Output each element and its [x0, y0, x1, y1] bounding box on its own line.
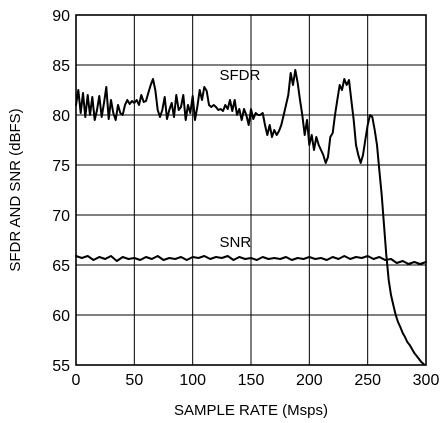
y-tick-label: 75 — [52, 158, 70, 175]
x-tick-label: 200 — [296, 372, 323, 389]
plot-frame — [75, 14, 427, 366]
annotation-sfdr: SFDR — [220, 67, 261, 84]
x-tick-label: 300 — [413, 372, 440, 389]
annotations: SFDR SNR — [220, 67, 261, 251]
y-tick-labels: 55 60 65 70 75 80 85 90 — [52, 8, 70, 375]
x-tick-label: 50 — [125, 372, 143, 389]
y-tick-label: 70 — [52, 208, 70, 225]
y-tick-label: 65 — [52, 258, 70, 275]
series-line-sfdr — [75, 69, 425, 365]
y-tick-label: 85 — [52, 58, 70, 75]
grid-lines — [76, 15, 426, 365]
y-tick-label: 60 — [52, 308, 70, 325]
y-tick-label: 80 — [52, 108, 70, 125]
x-tick-label: 100 — [179, 372, 206, 389]
y-tick-label: 55 — [52, 358, 70, 375]
series-layer — [75, 69, 427, 365]
y-axis-title: SFDR AND SNR (dBFS) — [7, 108, 24, 271]
x-tick-label: 0 — [72, 372, 81, 389]
annotation-snr: SNR — [220, 234, 252, 251]
series-line-snr — [75, 255, 427, 265]
x-tick-labels: 0 50 100 150 200 250 300 — [72, 372, 440, 389]
x-axis-title: SAMPLE RATE (Msps) — [174, 402, 328, 419]
x-tick-label: 150 — [238, 372, 265, 389]
x-tick-label: 250 — [354, 372, 381, 389]
y-tick-label: 90 — [52, 8, 70, 25]
